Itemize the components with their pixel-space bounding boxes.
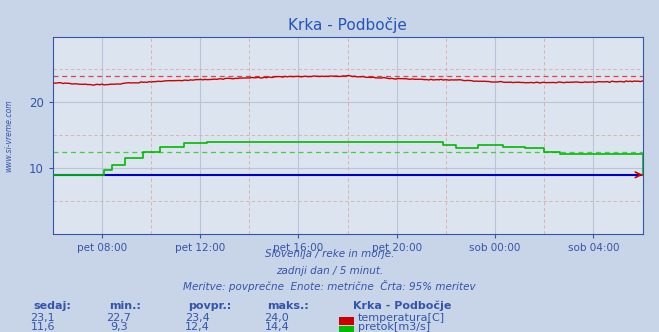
Text: 11,6: 11,6 [30, 322, 55, 332]
Text: www.si-vreme.com: www.si-vreme.com [4, 100, 13, 172]
Text: maks.:: maks.: [267, 301, 308, 311]
Text: 24,0: 24,0 [264, 313, 289, 323]
Text: min.:: min.: [109, 301, 140, 311]
Text: 14,4: 14,4 [264, 322, 289, 332]
Text: 12,4: 12,4 [185, 322, 210, 332]
Text: 23,4: 23,4 [185, 313, 210, 323]
Title: Krka - Podbočje: Krka - Podbočje [288, 17, 407, 33]
Text: Krka - Podbočje: Krka - Podbočje [353, 301, 451, 311]
Text: sedaj:: sedaj: [33, 301, 71, 311]
Text: 22,7: 22,7 [106, 313, 131, 323]
Text: temperatura[C]: temperatura[C] [358, 313, 445, 323]
Text: 23,1: 23,1 [30, 313, 55, 323]
Text: Meritve: povprečne  Enote: metrične  Črta: 95% meritev: Meritve: povprečne Enote: metrične Črta:… [183, 281, 476, 292]
Text: povpr.:: povpr.: [188, 301, 231, 311]
Text: 9,3: 9,3 [110, 322, 127, 332]
Text: zadnji dan / 5 minut.: zadnji dan / 5 minut. [276, 266, 383, 276]
Text: Slovenija / reke in morje.: Slovenija / reke in morje. [265, 249, 394, 259]
Text: pretok[m3/s]: pretok[m3/s] [358, 322, 430, 332]
